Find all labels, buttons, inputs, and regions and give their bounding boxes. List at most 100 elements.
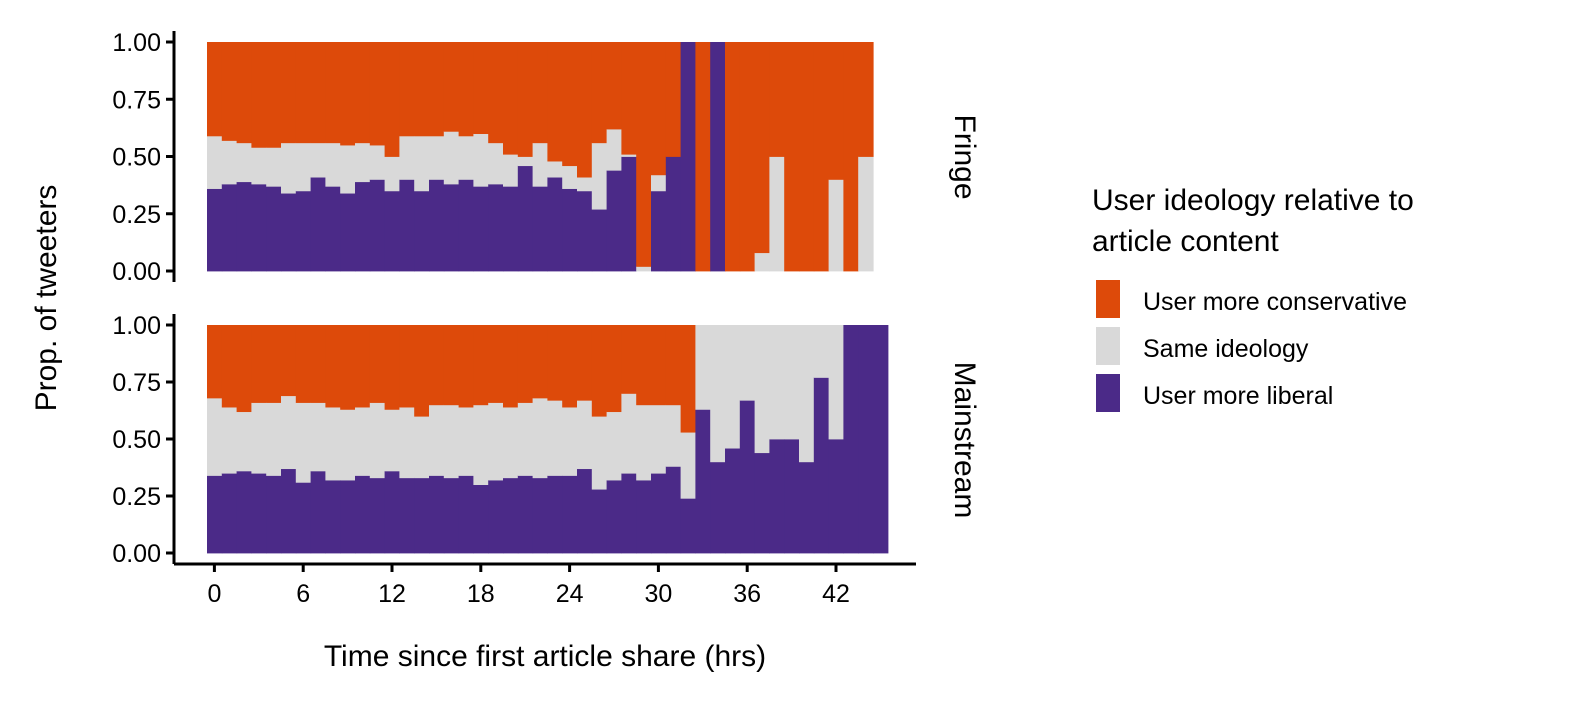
bar-same-mainstream-h4: [266, 402, 282, 476]
bar-liberal-mainstream-h32: [680, 498, 696, 554]
bar-liberal-mainstream-h28: [621, 473, 637, 554]
bar-liberal-fringe-h19: [488, 183, 504, 272]
bar-same-mainstream-h17: [458, 407, 474, 476]
bar-liberal-fringe-h20: [503, 186, 519, 272]
panel-mainstream: [207, 325, 889, 554]
bar-same-fringe-h1: [221, 140, 238, 185]
bar-liberal-fringe-h1: [221, 183, 238, 272]
bar-same-fringe-h13: [399, 135, 415, 180]
bar-liberal-mainstream-h35: [725, 448, 741, 554]
bar-conservative-mainstream-h12: [384, 325, 400, 410]
bar-liberal-mainstream-h9: [340, 480, 356, 554]
bar-liberal-fringe-h16: [443, 183, 460, 272]
x-tick-label: 12: [378, 580, 406, 608]
strip-label-mainstream: Mainstream: [948, 362, 981, 519]
bar-liberal-fringe-h2: [236, 181, 252, 272]
bar-liberal-fringe-h5: [281, 193, 297, 272]
bar-same-fringe-h14: [414, 135, 430, 192]
bar-liberal-mainstream-h41: [813, 377, 830, 554]
bar-same-fringe-h29: [636, 266, 652, 272]
bar-conservative-fringe-h1: [221, 42, 238, 141]
y-tick-label: 0.75: [112, 369, 161, 397]
bar-same-mainstream-h19: [488, 402, 504, 481]
bar-liberal-fringe-h10: [355, 181, 371, 272]
bar-conservative-fringe-h13: [399, 42, 415, 137]
bar-same-mainstream-h39: [784, 325, 800, 440]
bar-liberal-mainstream-h4: [266, 475, 282, 554]
bar-liberal-fringe-h12: [384, 190, 400, 272]
bar-same-mainstream-h28: [621, 393, 637, 474]
bar-same-fringe-h12: [384, 156, 400, 192]
bar-liberal-mainstream-h30: [651, 473, 667, 554]
bar-conservative-fringe-h30: [651, 42, 667, 176]
bar-same-mainstream-h11: [369, 402, 386, 479]
y-tick-label: 0.00: [112, 540, 161, 568]
bar-liberal-mainstream-h36: [739, 400, 756, 554]
x-tick-label: 6: [296, 580, 310, 608]
bar-conservative-fringe-h11: [369, 42, 386, 146]
bar-liberal-mainstream-h20: [503, 477, 519, 554]
bar-same-mainstream-h31: [665, 404, 682, 467]
bar-same-fringe-h37: [754, 252, 770, 272]
bar-liberal-fringe-h23: [547, 177, 563, 272]
bar-liberal-mainstream-h19: [488, 480, 504, 554]
bar-conservative-fringe-h0: [207, 42, 223, 137]
bar-conservative-mainstream-h4: [266, 325, 282, 403]
bar-liberal-mainstream-h38: [769, 439, 785, 554]
bar-conservative-fringe-h15: [429, 42, 445, 137]
bar-conservative-fringe-h10: [355, 42, 371, 144]
bar-liberal-mainstream-h0: [207, 475, 223, 554]
bar-same-fringe-h30: [651, 174, 667, 192]
bar-same-fringe-h42: [828, 179, 844, 272]
bar-same-mainstream-h34: [710, 325, 726, 463]
bar-conservative-fringe-h25: [577, 42, 593, 178]
bar-same-fringe-h3: [251, 147, 267, 185]
bar-liberal-fringe-h0: [207, 188, 223, 272]
bar-conservative-mainstream-h14: [414, 325, 430, 417]
bar-same-mainstream-h2: [236, 411, 252, 472]
bar-liberal-mainstream-h21: [517, 475, 534, 554]
bar-conservative-mainstream-h15: [429, 325, 445, 406]
bar-same-mainstream-h30: [651, 404, 667, 474]
bar-conservative-mainstream-h13: [399, 325, 415, 408]
bar-conservative-mainstream-h9: [340, 325, 356, 410]
bar-same-mainstream-h38: [769, 325, 785, 440]
bar-liberal-mainstream-h27: [606, 480, 622, 554]
bar-conservative-fringe-h42: [828, 42, 844, 180]
bar-same-mainstream-h22: [532, 397, 548, 479]
bar-conservative-fringe-h5: [281, 42, 297, 144]
bar-conservative-fringe-h29: [636, 42, 652, 267]
bar-same-fringe-h16: [443, 131, 460, 185]
legend-label-same: Same ideology: [1143, 335, 1309, 363]
bar-conservative-fringe-h21: [517, 42, 534, 157]
bar-liberal-mainstream-h45: [873, 325, 889, 554]
bar-same-fringe-h26: [591, 142, 608, 210]
bar-same-fringe-h20: [503, 154, 519, 187]
bar-conservative-fringe-h39: [784, 42, 800, 272]
bar-liberal-fringe-h31: [665, 156, 682, 272]
bar-conservative-fringe-h44: [858, 42, 874, 157]
bar-liberal-fringe-h21: [517, 165, 534, 272]
bar-conservative-mainstream-h0: [207, 325, 223, 399]
bar-same-fringe-h23: [547, 161, 563, 178]
bar-conservative-fringe-h6: [295, 42, 312, 144]
bar-conservative-fringe-h17: [458, 42, 474, 137]
bar-conservative-mainstream-h5: [281, 325, 297, 397]
bar-same-fringe-h28: [621, 154, 637, 157]
bar-same-fringe-h15: [429, 135, 445, 180]
bar-same-mainstream-h26: [591, 416, 608, 490]
bar-same-fringe-h19: [488, 142, 504, 185]
bar-same-mainstream-h27: [606, 411, 622, 481]
bar-same-mainstream-h0: [207, 397, 223, 476]
bar-conservative-fringe-h28: [621, 42, 637, 155]
bar-same-mainstream-h15: [429, 404, 445, 476]
panel-fringe: [207, 42, 874, 272]
bar-liberal-mainstream-h43: [843, 325, 859, 554]
bar-same-fringe-h8: [325, 142, 341, 187]
y-tick-label: 0.25: [112, 201, 161, 229]
bar-conservative-mainstream-h26: [591, 325, 608, 417]
bar-liberal-mainstream-h24: [562, 475, 578, 554]
bar-same-mainstream-h35: [725, 325, 741, 449]
bar-same-mainstream-h23: [547, 400, 563, 476]
